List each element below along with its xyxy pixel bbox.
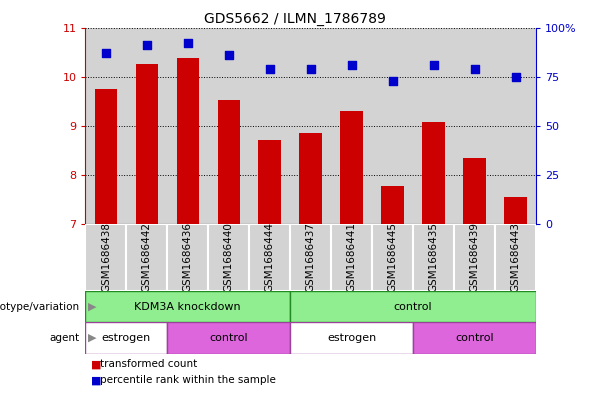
Bar <box>167 224 209 291</box>
Text: genotype/variation: genotype/variation <box>0 301 80 312</box>
Bar <box>290 322 413 354</box>
Text: control: control <box>210 333 248 343</box>
Text: GSM1686443: GSM1686443 <box>511 222 521 292</box>
Point <box>347 62 356 68</box>
Point <box>470 66 479 72</box>
Bar <box>413 224 454 291</box>
Bar <box>290 224 331 291</box>
Bar <box>372 28 413 224</box>
Bar <box>464 158 486 224</box>
Text: estrogen: estrogen <box>102 333 151 343</box>
Text: ■: ■ <box>91 359 102 369</box>
Text: GSM1686439: GSM1686439 <box>469 222 479 292</box>
Point <box>429 62 438 68</box>
Bar <box>299 133 322 224</box>
Point <box>388 77 398 84</box>
Bar <box>413 322 536 354</box>
Text: estrogen: estrogen <box>327 333 376 343</box>
Bar <box>167 322 290 354</box>
Bar <box>217 100 240 224</box>
Point <box>265 66 274 72</box>
Text: GSM1686436: GSM1686436 <box>183 222 193 292</box>
Bar <box>249 28 290 224</box>
Point <box>183 40 193 46</box>
Point <box>306 66 316 72</box>
Point <box>142 42 151 48</box>
Bar <box>85 291 290 322</box>
Bar <box>177 59 199 224</box>
Text: GSM1686444: GSM1686444 <box>264 222 274 292</box>
Text: GSM1686445: GSM1686445 <box>388 222 398 292</box>
Bar <box>290 291 536 322</box>
Point <box>224 52 233 58</box>
Bar <box>85 322 167 354</box>
Text: ▶: ▶ <box>88 301 97 312</box>
Text: control: control <box>394 301 432 312</box>
Bar <box>495 28 536 224</box>
Bar <box>127 224 167 291</box>
Text: GSM1686438: GSM1686438 <box>101 222 111 292</box>
Bar <box>85 28 127 224</box>
Bar <box>340 110 363 224</box>
Bar <box>381 186 404 224</box>
Bar <box>85 224 127 291</box>
Bar <box>331 224 372 291</box>
Text: GDS5662 / ILMN_1786789: GDS5662 / ILMN_1786789 <box>204 12 385 26</box>
Bar <box>127 28 167 224</box>
Bar <box>249 224 290 291</box>
Bar <box>259 140 281 224</box>
Bar <box>135 64 158 224</box>
Bar <box>454 224 495 291</box>
Text: agent: agent <box>49 333 80 343</box>
Bar <box>504 196 527 224</box>
Bar <box>454 28 495 224</box>
Text: transformed count: transformed count <box>100 359 197 369</box>
Text: control: control <box>455 333 494 343</box>
Text: percentile rank within the sample: percentile rank within the sample <box>100 375 276 385</box>
Text: ■: ■ <box>91 375 102 385</box>
Bar <box>372 224 413 291</box>
Point <box>511 73 520 80</box>
Text: GSM1686435: GSM1686435 <box>429 222 439 292</box>
Bar <box>413 28 454 224</box>
Bar <box>95 89 117 224</box>
Text: GSM1686441: GSM1686441 <box>347 222 357 292</box>
Bar <box>422 122 445 224</box>
Text: ▶: ▶ <box>88 333 97 343</box>
Text: GSM1686440: GSM1686440 <box>224 222 234 292</box>
Point <box>101 50 111 56</box>
Text: GSM1686442: GSM1686442 <box>142 222 152 292</box>
Text: KDM3A knockdown: KDM3A knockdown <box>134 301 241 312</box>
Text: GSM1686437: GSM1686437 <box>306 222 316 292</box>
Bar <box>290 28 331 224</box>
Bar <box>495 224 536 291</box>
Bar <box>209 28 249 224</box>
Bar <box>331 28 372 224</box>
Bar <box>167 28 209 224</box>
Bar <box>209 224 249 291</box>
